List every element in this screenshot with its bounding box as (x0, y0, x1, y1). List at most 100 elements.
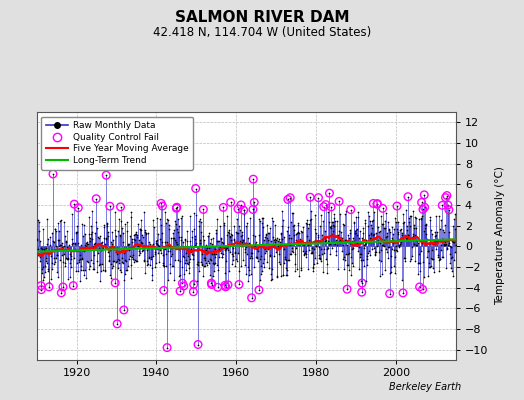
Point (334, 239, 342, 245)
Point (432, 232, 440, 238)
Point (309, 265, 318, 271)
Point (233, 230, 242, 236)
Point (132, 230, 140, 237)
Point (230, 236, 238, 242)
Point (165, 243, 173, 250)
Point (322, 255, 331, 262)
Point (293, 230, 301, 237)
Point (201, 255, 209, 262)
Point (350, 218, 358, 225)
Point (441, 242, 449, 248)
Point (107, 241, 116, 248)
Point (303, 233, 311, 240)
Point (420, 227, 428, 234)
Point (332, 248, 341, 254)
Point (260, 234, 269, 240)
Point (104, 258, 113, 264)
Point (293, 229, 302, 236)
Point (442, 246, 451, 252)
Point (37, 286, 46, 293)
Point (132, 258, 140, 264)
Point (439, 254, 447, 260)
Text: 42.418 N, 114.704 W (United States): 42.418 N, 114.704 W (United States) (153, 26, 371, 39)
Point (302, 251, 311, 258)
Point (178, 280, 187, 286)
Point (105, 253, 113, 259)
Point (296, 264, 304, 271)
Point (380, 224, 388, 231)
Point (190, 281, 198, 288)
Point (312, 243, 320, 249)
Point (61, 232, 70, 239)
Point (319, 218, 328, 224)
Point (38, 270, 46, 276)
Point (444, 229, 453, 235)
Point (218, 238, 226, 245)
Point (123, 242, 132, 248)
Point (250, 233, 259, 240)
Point (307, 250, 315, 256)
Point (194, 341, 202, 348)
Point (389, 237, 398, 243)
Point (224, 247, 233, 253)
Point (152, 238, 161, 245)
Point (119, 250, 128, 256)
Point (359, 230, 367, 236)
Point (343, 261, 351, 268)
Point (82, 240, 91, 247)
Point (285, 232, 293, 238)
Point (233, 230, 241, 236)
Point (396, 241, 404, 248)
Point (52, 252, 61, 258)
Point (157, 200, 165, 206)
Point (320, 204, 328, 210)
Point (395, 243, 403, 250)
Point (37, 282, 45, 289)
Point (150, 244, 158, 250)
Point (192, 261, 201, 268)
Point (172, 205, 181, 212)
Point (365, 231, 373, 238)
Point (36, 238, 44, 245)
Point (398, 232, 407, 238)
Point (449, 238, 457, 245)
Point (399, 237, 408, 243)
Point (211, 246, 219, 253)
Point (216, 247, 224, 253)
Point (450, 257, 458, 263)
Point (394, 229, 402, 236)
Point (221, 282, 229, 288)
Point (93, 258, 101, 264)
Point (384, 254, 392, 261)
Point (179, 252, 187, 259)
Point (114, 256, 123, 262)
Point (281, 256, 289, 262)
Point (272, 273, 281, 280)
Point (286, 251, 294, 257)
Point (158, 203, 167, 209)
Point (377, 271, 386, 278)
Point (313, 238, 321, 245)
Point (111, 280, 119, 286)
Point (149, 224, 158, 230)
Point (387, 269, 396, 275)
Point (361, 240, 369, 247)
Point (423, 240, 431, 246)
Point (442, 265, 451, 271)
Point (189, 288, 198, 295)
Point (418, 240, 427, 247)
Point (422, 222, 430, 228)
Point (451, 242, 460, 248)
Point (109, 258, 117, 264)
Point (190, 226, 198, 232)
Point (449, 273, 457, 279)
Point (96, 233, 104, 240)
Point (120, 277, 128, 283)
Point (291, 261, 299, 267)
Point (288, 247, 297, 254)
Point (91, 230, 99, 236)
Point (222, 258, 230, 264)
Point (229, 245, 237, 251)
Point (365, 248, 373, 254)
Point (291, 250, 299, 257)
